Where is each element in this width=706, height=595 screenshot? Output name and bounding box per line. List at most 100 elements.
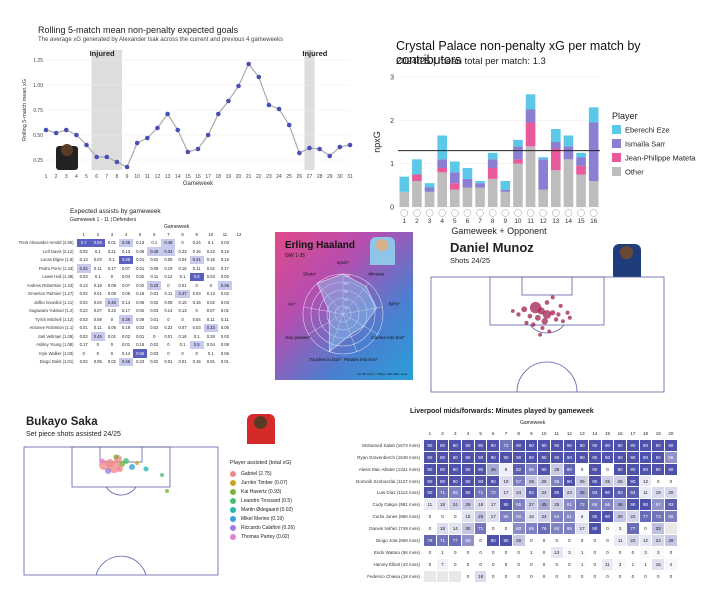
table-cell: 0 <box>537 569 551 583</box>
x-tick-label: 10 <box>514 218 522 225</box>
legend-item: Mikel Merino (0.19) <box>230 516 322 522</box>
table-row: Federico Chiesa (18 mins) 0 18 0 0 0 0 0 0 0 0 0 0 0 0… <box>334 569 678 583</box>
x-tick-label: 1 <box>45 174 48 180</box>
table-cell: 0 <box>600 569 615 583</box>
table-cell: 0.56 <box>133 349 148 358</box>
table-cell: 0.17 <box>107 265 116 271</box>
table-cell: 0 <box>524 534 539 547</box>
legend-swatch <box>230 534 236 540</box>
table-cell: 65 <box>448 486 463 500</box>
table-cell: 0.19 <box>164 265 173 271</box>
table-cell: 0.03 <box>192 291 201 297</box>
x-axis-label: Gameweek <box>183 181 214 187</box>
table-cell: 0.02 <box>79 333 88 339</box>
data-point <box>134 140 140 146</box>
table-cell: 0 <box>664 569 678 583</box>
shot-marker <box>527 313 533 319</box>
table-cell: 90 <box>537 450 551 464</box>
bar-segment <box>462 168 473 179</box>
x-tick-label: 10 <box>134 174 140 180</box>
shot-marker <box>113 454 119 460</box>
x-tick-label: 17 <box>205 174 211 180</box>
table-cell: 0 <box>587 545 602 559</box>
table-cell: 0.14 <box>121 350 131 356</box>
table-cell: 90 <box>638 450 653 464</box>
table-cell: 0 <box>600 522 615 536</box>
legend-label: Eberechi Eze <box>625 126 670 135</box>
row-label: Alexis Mac Allister (1321 mins) <box>358 466 420 472</box>
table-cell: 0.13 <box>121 248 131 254</box>
bar-segment <box>538 159 548 190</box>
x-tick-label: 11 <box>527 218 534 225</box>
table-cell: 0 <box>82 350 85 356</box>
table-cell: 0 <box>562 534 577 547</box>
bar-segment <box>538 157 548 160</box>
shot-marker <box>544 300 550 305</box>
table-cell: 24 <box>537 510 551 524</box>
table-cell: 0.06 <box>220 350 229 356</box>
table-cell: 90 <box>537 462 551 476</box>
table-cell: 0 <box>167 350 170 356</box>
legend-label: Gabriel (2.75) <box>241 471 272 477</box>
row-label: Ashley Young (1.08) <box>36 342 74 348</box>
table-cell: 17 <box>486 498 501 512</box>
row-label: Diogo Jota (508 mins) <box>375 537 420 543</box>
table-row: Darwin Núñez (749 mins) 0 18 14 30 71 0 0 60 65 76… <box>334 522 678 536</box>
table-cell: 0.19 <box>93 282 102 288</box>
table-cell: 0 <box>537 534 551 547</box>
table-cell: 0.15 <box>178 265 187 271</box>
table-cell: 0.17 <box>121 308 131 314</box>
table-cell: 18 <box>435 498 450 512</box>
table-cell: 0.13 <box>79 282 88 288</box>
bar-segment <box>450 189 460 207</box>
data-point <box>114 159 120 165</box>
column-header: 5 <box>479 430 482 436</box>
table-cell: 22 <box>626 534 640 547</box>
table-cell: 0.11 <box>206 316 215 322</box>
table-cell: 65 <box>524 462 539 476</box>
table-cell: 0.28 <box>206 333 215 339</box>
table-cell: 90 <box>664 462 678 476</box>
table-cell: 0 <box>562 569 577 583</box>
table-cell: 0.06 <box>136 248 145 254</box>
bar-segment <box>588 122 599 181</box>
table-cell: 0 <box>664 545 678 559</box>
x-tick-label: 12 <box>155 174 161 180</box>
radar-spoke <box>342 313 357 352</box>
column-header: 16 <box>617 430 623 436</box>
radar-axis-label: BPS* <box>389 301 400 306</box>
table-cell: 90 <box>613 462 627 476</box>
table-row: Emerson Palmieri (1.27) 0.02 0.01 0.06 0.05 0… <box>14 289 246 298</box>
x-tick-label: 28 <box>317 174 323 180</box>
radar-axis-label: Touches in box* <box>309 357 341 362</box>
table-cell: 90 <box>448 474 463 488</box>
munoz-title: Daniel Munoz <box>450 240 534 255</box>
table-cell: 65 <box>549 474 564 488</box>
bar-segment <box>475 181 485 184</box>
bar-segment <box>475 187 485 207</box>
x-tick-label: 6 <box>95 174 98 180</box>
table-cell: 1 <box>638 557 653 571</box>
legend-title: Player <box>612 111 638 121</box>
table-cell: 61 <box>562 510 577 524</box>
table-cell: 90 <box>613 438 627 452</box>
table-row: Cody Gakpo (981 mins) 11 18 24 29 18 17 90 65 27 4… <box>334 498 678 512</box>
table-cell: 0.04 <box>121 274 131 280</box>
table-cell: 0.1 <box>193 333 200 339</box>
table-cell: 29 <box>461 498 475 512</box>
radar-ring-label: 60 <box>344 290 348 294</box>
penalty-arc <box>529 324 565 334</box>
xa-subtitle: Gameweek 1 - 11 | Defenders <box>70 217 137 223</box>
table-cell: 90 <box>587 462 602 476</box>
data-point <box>317 146 322 152</box>
table-cell: 24 <box>448 498 463 512</box>
bar-segment <box>525 146 536 207</box>
row-label: Federico Chiesa (18 mins) <box>367 573 420 579</box>
opponent-badge-icon <box>400 209 409 217</box>
table-cell: 90 <box>473 462 488 476</box>
radar-axis-label: xA* <box>288 301 295 306</box>
table-cell <box>435 569 450 583</box>
radar-axis-label: Key passes* <box>285 335 310 340</box>
table-cell: 0.02 <box>206 265 215 271</box>
x-tick-label: 4 <box>75 174 78 180</box>
